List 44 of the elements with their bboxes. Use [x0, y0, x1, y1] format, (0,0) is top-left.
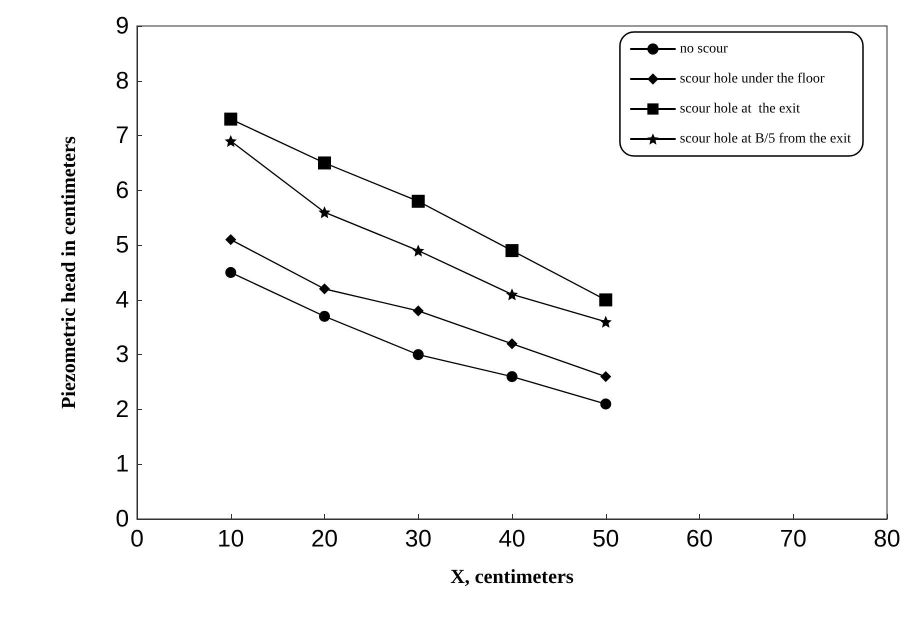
legend-label: no scour	[680, 42, 728, 56]
x-tick-label: 20	[311, 526, 338, 552]
point	[506, 288, 518, 300]
legend-label: scour hole at B/5 from the exit	[680, 132, 852, 146]
y-tick-label: 6	[116, 176, 129, 204]
point	[600, 371, 612, 382]
y-tick-label: 7	[116, 122, 129, 150]
point	[506, 338, 518, 350]
point	[506, 371, 518, 382]
y-tick-label: 5	[116, 232, 129, 259]
point	[412, 349, 424, 360]
point	[224, 112, 238, 126]
point	[599, 293, 612, 306]
point	[225, 234, 236, 246]
y-tick-label: 1	[116, 450, 129, 478]
point	[319, 310, 330, 322]
y-tick-label: 4	[116, 286, 129, 314]
legend-label: scour hole under the floor	[680, 72, 825, 86]
y-axis-title: Piezometric head in centimeters	[58, 136, 80, 409]
legend-label: scour hole at the exit	[680, 102, 800, 116]
point	[600, 398, 612, 410]
x-axis-title: X, centimeters	[450, 566, 574, 588]
y-tick-label: 8	[116, 67, 129, 94]
x-tick-label: 30	[404, 526, 432, 552]
y-tick-label: 3	[116, 341, 129, 368]
x-tick-label: 10	[217, 526, 244, 552]
y-tick-label: 9	[116, 12, 129, 40]
point	[506, 244, 518, 258]
y-tick-label: 2	[116, 396, 129, 423]
point	[319, 283, 330, 294]
x-tick-label: 70	[780, 526, 807, 552]
point	[224, 135, 237, 148]
point	[412, 305, 424, 316]
x-tick-label: 40	[498, 526, 526, 552]
x-tick-label: 50	[592, 526, 620, 552]
x-tick-label: 80	[874, 526, 900, 552]
x-tick-label: 60	[686, 526, 713, 552]
point	[412, 194, 425, 208]
point	[600, 316, 612, 328]
point	[318, 156, 331, 170]
point	[412, 244, 424, 257]
point	[225, 267, 236, 278]
point	[318, 206, 330, 218]
y-tick-label: 0	[116, 506, 129, 532]
